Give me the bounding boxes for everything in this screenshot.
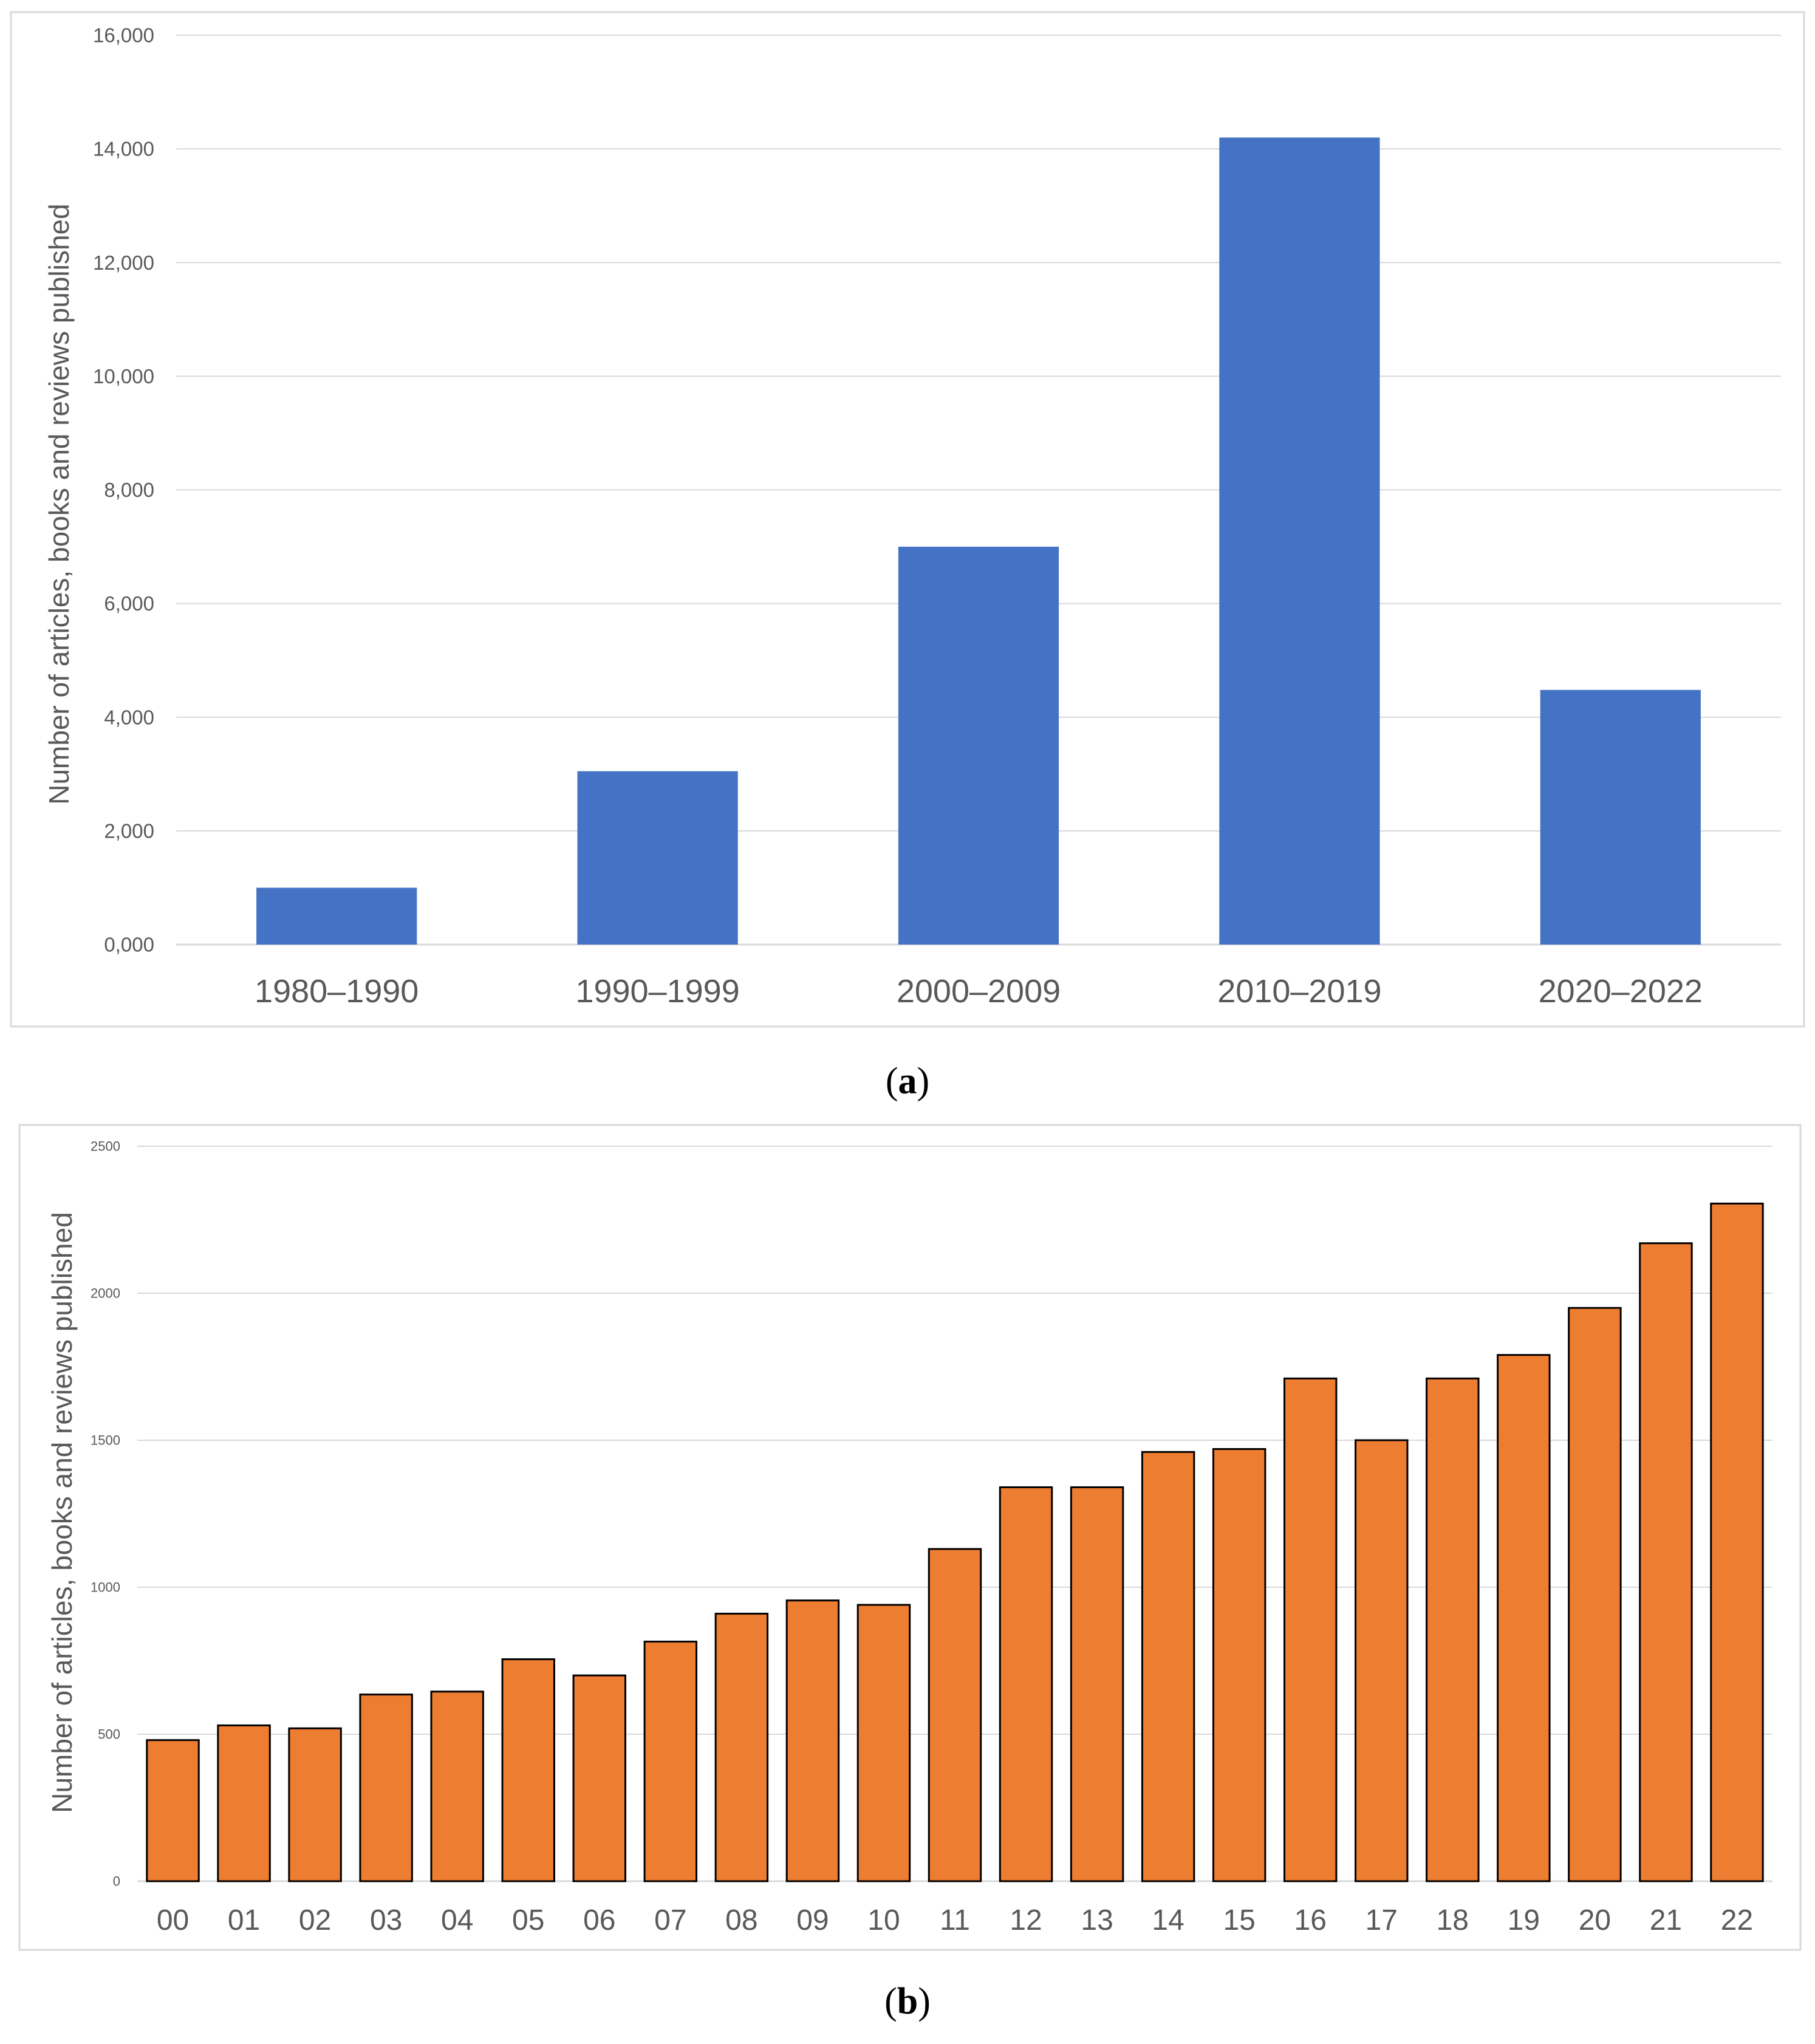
chart-b-x-tick-label: 05 bbox=[512, 1904, 544, 1936]
chart-b-bar-16 bbox=[1283, 1377, 1338, 1882]
chart-b-y-tick-label: 0 bbox=[113, 1874, 120, 1889]
chart-a-y-tick-label: 16,000 bbox=[93, 24, 154, 47]
chart-b-x-tick-label: 17 bbox=[1366, 1904, 1398, 1936]
chart-a-y-tick-label: 14,000 bbox=[93, 138, 154, 160]
chart-a-x-tick-label: 2000–2009 bbox=[897, 973, 1061, 1010]
chart-b-x-tick-label: 22 bbox=[1721, 1904, 1753, 1936]
chart-b-y-tick-label: 500 bbox=[98, 1727, 120, 1742]
chart-b-bar-19 bbox=[1497, 1354, 1551, 1882]
chart-a-x-tick-label: 1980–1990 bbox=[255, 973, 419, 1010]
chart-b-bar-01 bbox=[217, 1724, 271, 1882]
chart-b-y-tick-labels: 0 500 1000 1500 2000 2500 bbox=[91, 1139, 120, 1889]
chart-b-bar-05 bbox=[501, 1658, 555, 1882]
caption-a-close: ) bbox=[917, 1061, 930, 1102]
chart-b-x-tick-labels: 00 01 02 03 04 05 06 07 08 09 10 11 12 13 14 15 16 17 18 19… bbox=[157, 1904, 1753, 1936]
caption-b-open: ( bbox=[884, 1981, 897, 2022]
chart-a: 0,000 2,000 4,000 6,000 8,000 10,000 12,000 14,… bbox=[10, 11, 1805, 1028]
chart-b-x-tick-label: 08 bbox=[725, 1904, 757, 1936]
chart-a-y-tick-label: 4,000 bbox=[104, 706, 154, 728]
chart-b-x-tick-label: 12 bbox=[1010, 1904, 1042, 1936]
chart-b-y-tick-label: 1500 bbox=[91, 1433, 120, 1448]
chart-b-bar-08 bbox=[714, 1613, 769, 1882]
chart-b-bar-04 bbox=[430, 1690, 484, 1882]
chart-b-bar-09 bbox=[785, 1599, 840, 1882]
chart-b-bar-00 bbox=[146, 1739, 200, 1882]
chart-b-bar-20 bbox=[1568, 1307, 1622, 1882]
chart-b-y-tick-label: 2000 bbox=[91, 1286, 120, 1301]
chart-b-x-tick-label: 13 bbox=[1081, 1904, 1113, 1936]
chart-b-x-tick-label: 00 bbox=[157, 1904, 189, 1936]
chart-a-x-tick-label: 2020–2022 bbox=[1539, 973, 1703, 1010]
chart-b-x-tick-label: 21 bbox=[1650, 1904, 1682, 1936]
chart-b-x-tick-label: 18 bbox=[1437, 1904, 1469, 1936]
chart-a-y-tick-label: 10,000 bbox=[93, 365, 154, 388]
chart-a-x-tick-label: 1990–1999 bbox=[575, 973, 739, 1010]
chart-a-y-tick-label: 6,000 bbox=[104, 592, 154, 615]
chart-a-y-tick-label: 12,000 bbox=[93, 251, 154, 274]
chart-a-bars bbox=[256, 137, 1701, 945]
chart-a-y-tick-labels: 0,000 2,000 4,000 6,000 8,000 10,000 12,000 14,… bbox=[93, 24, 154, 956]
caption-a-open: ( bbox=[886, 1061, 898, 1102]
caption-b-letter: b bbox=[897, 1981, 918, 2022]
chart-b-x-tick-label: 16 bbox=[1294, 1904, 1327, 1936]
chart-b-x-tick-label: 20 bbox=[1579, 1904, 1611, 1936]
chart-a-bar-2000–2009 bbox=[898, 547, 1059, 945]
chart-a-gridlines bbox=[176, 35, 1781, 946]
chart-b-bar-10 bbox=[856, 1604, 911, 1882]
chart-b-bar-15 bbox=[1212, 1448, 1266, 1882]
chart-b-x-tick-label: 02 bbox=[299, 1904, 331, 1936]
chart-a-x-tick-label: 2010–2019 bbox=[1217, 973, 1381, 1010]
chart-a-y-tick-label: 2,000 bbox=[104, 819, 154, 842]
chart-a-x-tick-labels: 1980–1990 1990–1999 2000–2009 2010–2019 2020… bbox=[255, 973, 1703, 1010]
chart-b-bar-13 bbox=[1070, 1486, 1124, 1882]
chart-a-bar-2020–2022 bbox=[1540, 689, 1701, 945]
chart-b-bar-14 bbox=[1141, 1451, 1195, 1882]
chart-b-x-tick-label: 06 bbox=[583, 1904, 615, 1936]
chart-b-x-tick-label: 03 bbox=[370, 1904, 402, 1936]
chart-b-bar-06 bbox=[572, 1674, 627, 1882]
chart-b-y-tick-label: 1000 bbox=[91, 1580, 120, 1595]
chart-b-x-tick-label: 07 bbox=[654, 1904, 686, 1936]
chart-a-bar-1990–1999 bbox=[577, 771, 738, 945]
chart-a-y-tick-label: 8,000 bbox=[104, 479, 154, 501]
chart-b-x-tick-label: 09 bbox=[796, 1904, 829, 1936]
caption-a-letter: a bbox=[898, 1061, 917, 1102]
chart-b-x-tick-label: 04 bbox=[441, 1904, 473, 1936]
caption-b: (b) bbox=[884, 1981, 931, 2022]
chart-b-bar-07 bbox=[643, 1641, 698, 1882]
chart-b-y-axis-label: Number of articles, books and reviews pu… bbox=[46, 1212, 78, 1813]
chart-b-x-tick-label: 14 bbox=[1152, 1904, 1184, 1936]
chart-b-bar-17 bbox=[1355, 1439, 1409, 1882]
chart-b-x-tick-label: 11 bbox=[940, 1904, 970, 1936]
chart-b-x-tick-label: 01 bbox=[228, 1904, 260, 1936]
chart-b-y-tick-label: 2500 bbox=[91, 1139, 120, 1154]
chart-a-bar-2010–2019 bbox=[1219, 137, 1380, 945]
caption-b-close: ) bbox=[918, 1981, 931, 2022]
chart-b-x-tick-label: 19 bbox=[1508, 1904, 1540, 1936]
chart-a-y-axis-label: Number of articles, books and reviews pu… bbox=[43, 203, 75, 805]
chart-b-bar-03 bbox=[359, 1694, 413, 1882]
chart-a-bar-1980–1990 bbox=[256, 887, 417, 945]
chart-b-bar-21 bbox=[1639, 1242, 1693, 1882]
chart-b-bar-02 bbox=[288, 1727, 342, 1882]
caption-a: (a) bbox=[886, 1061, 929, 1102]
chart-b-bar-11 bbox=[928, 1548, 982, 1882]
chart-a-y-tick-label: 0,000 bbox=[104, 934, 154, 956]
chart-b-bar-18 bbox=[1426, 1377, 1480, 1882]
chart-b-bars bbox=[146, 1202, 1764, 1882]
chart-b-bar-12 bbox=[999, 1486, 1053, 1882]
chart-b-x-tick-label: 10 bbox=[867, 1904, 900, 1936]
chart-b-bar-22 bbox=[1710, 1202, 1764, 1882]
chart-b-x-tick-label: 15 bbox=[1223, 1904, 1255, 1936]
